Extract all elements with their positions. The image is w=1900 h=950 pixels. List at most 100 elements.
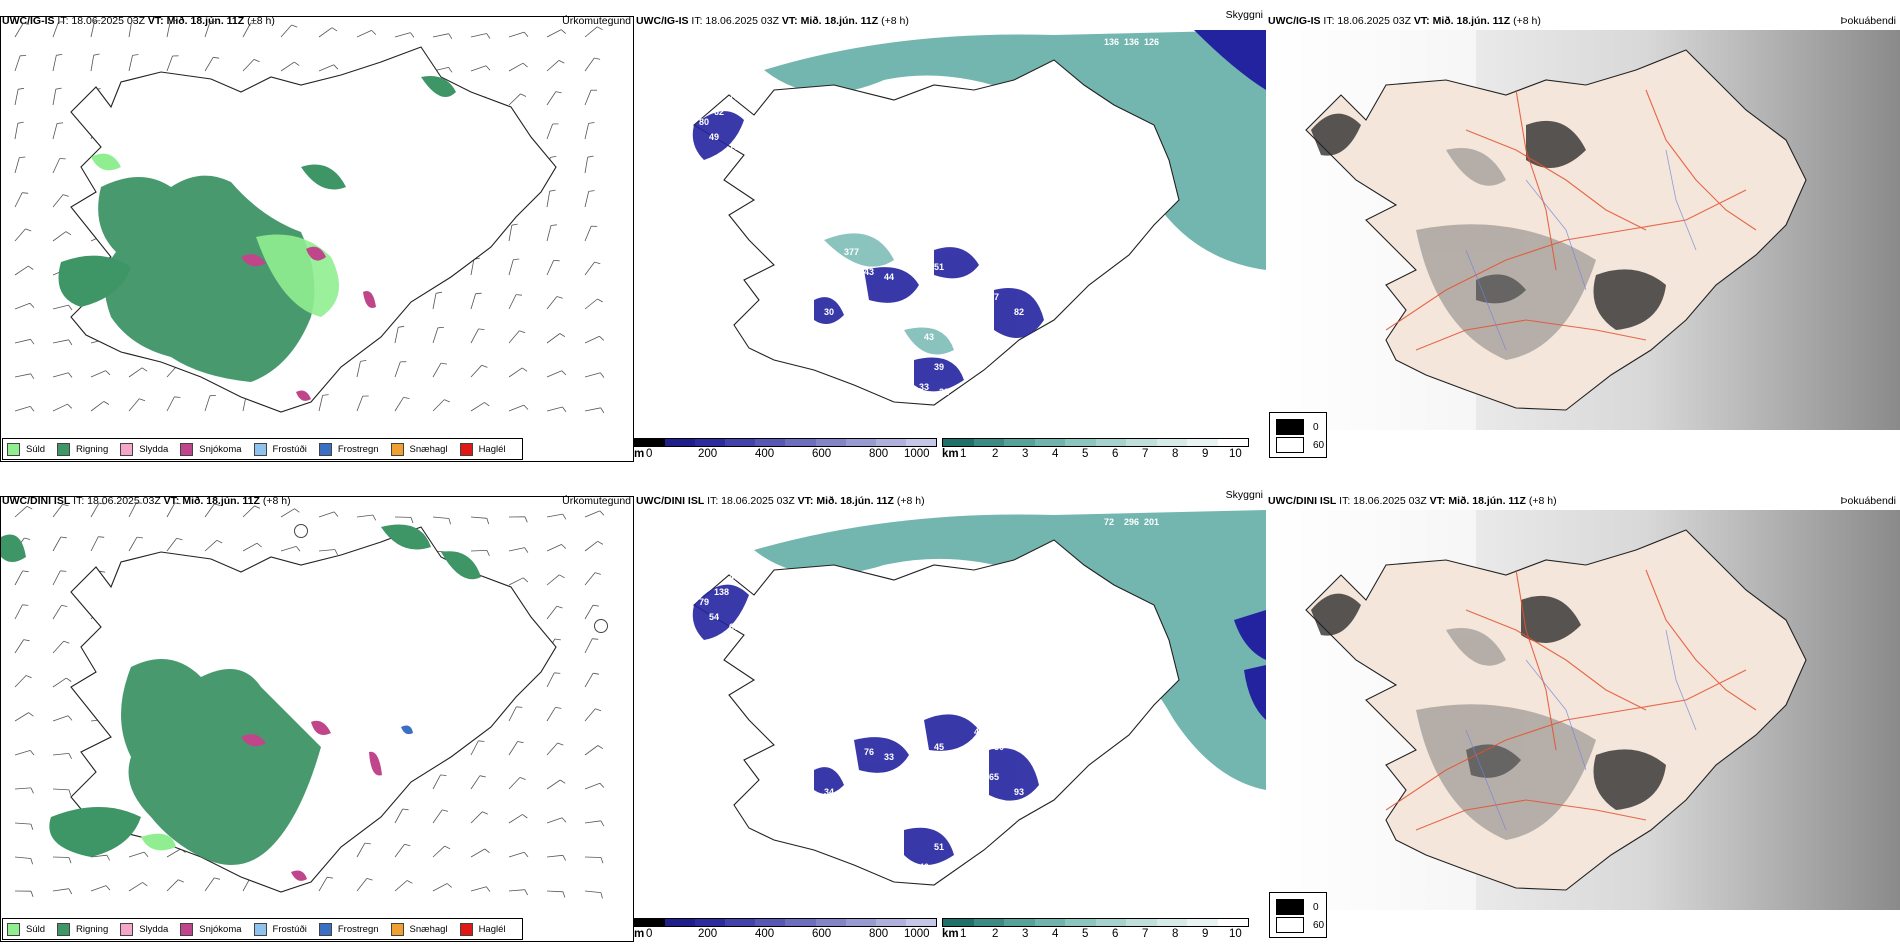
wind-barb xyxy=(204,877,215,892)
height-tick: 1000 xyxy=(904,928,930,940)
wind-barb-flag xyxy=(22,604,29,606)
wind-barb-flag xyxy=(30,373,35,380)
legend-item-rigning: Rigning xyxy=(57,442,108,456)
wind-barb-flag xyxy=(106,855,111,861)
visibility-value-label: 401 xyxy=(729,572,744,582)
height-tick: 800 xyxy=(869,928,889,940)
model-name: UWC/DINI ISL xyxy=(1268,495,1337,507)
valid-time: VT: Mið. 18.jún. 11Z xyxy=(163,495,260,507)
legend-item-sudd: Súld xyxy=(7,922,45,936)
wind-barb xyxy=(546,854,563,858)
wind-barb-flag xyxy=(481,364,488,368)
wind-barb-flag xyxy=(136,536,143,539)
visibility-value-label: 33 xyxy=(884,752,894,762)
wind-barb-flag xyxy=(24,537,31,540)
wind-barb-flag xyxy=(372,514,377,521)
wind-barb xyxy=(280,546,297,552)
wind-barb xyxy=(14,570,23,586)
wind-barb-flag xyxy=(366,878,373,881)
wind-barb xyxy=(546,742,558,756)
wind-barb xyxy=(470,364,483,378)
wind-barb-flag xyxy=(446,883,452,888)
wind-barb-flag xyxy=(214,503,221,506)
wind-barb xyxy=(14,604,23,620)
wind-barb xyxy=(584,540,598,552)
panel-title: Skyggni xyxy=(1225,489,1263,501)
wind-barb-flag xyxy=(519,777,526,780)
wind-barb xyxy=(356,30,372,38)
wind-barb-flag xyxy=(562,406,567,413)
visibility-value-label: 288 xyxy=(924,812,939,822)
wind-barb-flag xyxy=(23,639,30,642)
wind-barb xyxy=(14,639,25,654)
wind-barb xyxy=(242,542,258,552)
wind-barb xyxy=(470,33,487,38)
km-tick: 10 xyxy=(1229,448,1242,460)
km-tick: 4 xyxy=(1052,448,1059,460)
wind-barb xyxy=(166,55,173,72)
wind-barb xyxy=(52,640,64,654)
wind-barb xyxy=(394,397,404,412)
legend-item-frostregn: Frostregn xyxy=(318,442,379,456)
wind-barb xyxy=(90,854,107,858)
valid-time: VT: Mið. 18.jún. 11Z xyxy=(1429,495,1526,507)
wind-barb-flag xyxy=(216,539,223,544)
km-tick: 6 xyxy=(1112,928,1119,940)
issue-time: IT: 18.06.2025 03Z xyxy=(57,15,145,27)
wind-barb-flag xyxy=(600,372,605,378)
wind-barb xyxy=(394,361,401,378)
wind-barb-flag xyxy=(595,708,602,712)
visibility-value-label: 60 xyxy=(794,212,804,222)
wind-barb-flag xyxy=(486,33,491,39)
issue-time: IT: 18.06.2025 03Z xyxy=(1339,495,1427,507)
wind-barb xyxy=(584,638,593,654)
wind-barb xyxy=(584,782,601,790)
wind-barb xyxy=(14,822,32,825)
wind-barb xyxy=(14,856,31,859)
legend-swatch xyxy=(459,922,473,936)
wind-barb-flag xyxy=(486,886,491,892)
wind-barb-flag xyxy=(555,707,562,709)
wind-barb-flag xyxy=(63,640,70,644)
visibility-value-label: 78 xyxy=(879,802,889,812)
wind-barb-flag xyxy=(174,396,181,398)
visibility-value-label: 80 xyxy=(994,262,1004,272)
height-tick: 200 xyxy=(698,448,718,460)
wind-barb xyxy=(318,876,328,892)
wind-barb-flag xyxy=(334,549,338,555)
wind-barb xyxy=(14,506,28,518)
precip-map xyxy=(0,496,634,942)
wind-barb-flag xyxy=(562,891,566,898)
wind-barb-flag xyxy=(178,879,184,883)
wind-barb xyxy=(204,395,211,412)
wind-barb-flag xyxy=(99,570,106,573)
wind-barb xyxy=(546,606,558,620)
wind-barb xyxy=(14,373,31,378)
visibility-map: 401 138 79 54 66 62 58 122 75 76 33 45 43 50 62 65 93 74 6… xyxy=(634,510,1266,902)
visibility-value-label: 72 xyxy=(1104,517,1114,527)
height-tick: 0 xyxy=(646,448,653,460)
visibility-value-label: 62 xyxy=(809,652,819,662)
km-tick: 10 xyxy=(1229,928,1242,940)
visibility-value-label: 208 xyxy=(914,292,929,302)
visibility-value-label: 296 xyxy=(1124,517,1139,527)
wind-barb-flag xyxy=(333,511,339,517)
wind-barb-flag xyxy=(561,544,567,549)
wind-barb xyxy=(508,294,517,310)
wind-barb xyxy=(52,536,62,552)
wind-barb-flag xyxy=(68,372,73,378)
wind-barb-flag xyxy=(68,857,72,864)
visibility-value-label: 45 xyxy=(934,742,944,752)
wind-barb xyxy=(546,890,564,893)
wind-barb xyxy=(546,91,557,106)
wind-barb-flag xyxy=(176,537,183,541)
wind-barb xyxy=(508,259,514,276)
wind-barb-flag xyxy=(523,404,529,410)
precip-panel-row2: UWC/DINI ISL IT: 18.06.2025 03Z VT: Mið.… xyxy=(0,492,634,942)
wind-barb xyxy=(546,225,552,242)
wind-barb xyxy=(584,57,595,72)
lead-time: (+8 h) xyxy=(262,495,291,507)
wind-barb xyxy=(128,398,140,412)
wind-barb-flag xyxy=(562,855,567,861)
km-colorbar-strip xyxy=(942,918,1249,927)
